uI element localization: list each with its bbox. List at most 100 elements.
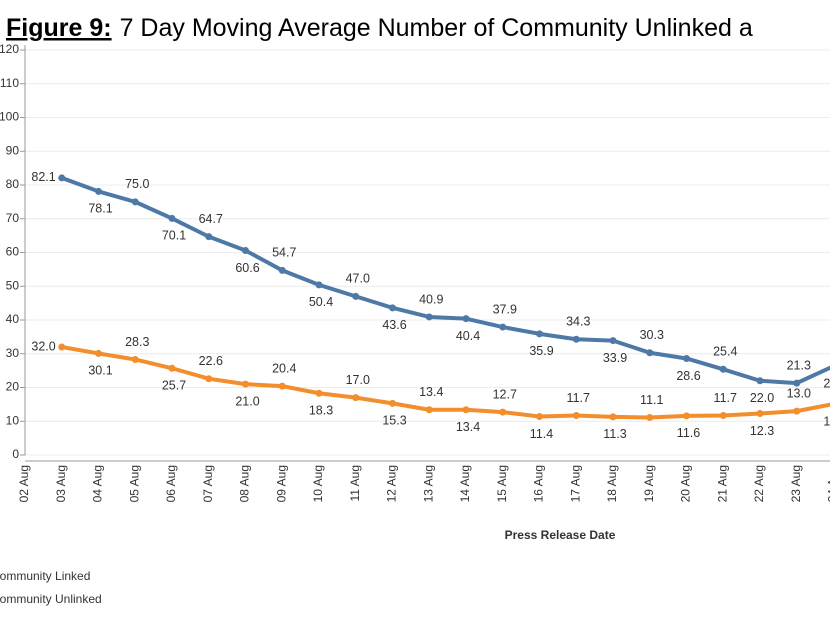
data-label: 32.0	[31, 339, 55, 353]
title-text: 7 Day Moving Average Number of Community…	[120, 14, 753, 42]
data-point	[572, 412, 580, 420]
series-line	[61, 176, 830, 386]
data-label: 11.7	[567, 391, 590, 405]
x-tick-label: 04 Aug	[91, 465, 105, 502]
data-label: 12.3	[750, 424, 774, 438]
data-label: 25.4	[713, 345, 737, 359]
data-label: 43.6	[382, 318, 406, 332]
data-point	[462, 315, 470, 323]
data-label: 11.6	[677, 426, 700, 440]
y-tick-label: 120	[0, 42, 19, 56]
legend-label: Community Unlinked	[0, 592, 102, 606]
x-tick-label: 13 Aug	[421, 465, 435, 502]
y-tick-label: 60	[6, 245, 20, 259]
data-point	[278, 382, 286, 390]
data-label: 25.7	[162, 379, 186, 393]
data-point	[462, 406, 470, 414]
data-label: 13.4	[419, 385, 443, 399]
data-label: 64.7	[199, 212, 223, 226]
data-point	[499, 408, 507, 416]
data-label: 22.6	[199, 354, 223, 368]
y-tick-label: 10	[6, 413, 20, 427]
y-tick-label: 30	[6, 346, 20, 360]
y-tick-label: 0	[12, 447, 19, 461]
data-point	[425, 313, 433, 321]
title-prefix: Figure 9:	[6, 14, 112, 42]
x-tick-label: 22 Aug	[752, 465, 766, 502]
data-label: 11.4	[530, 427, 553, 441]
data-label: 40.9	[419, 292, 443, 306]
data-point	[168, 214, 176, 222]
data-point	[793, 379, 801, 387]
data-label: 37.9	[493, 302, 517, 316]
x-axis-title: Press Release Date	[505, 528, 616, 542]
x-tick-label: 05 Aug	[127, 465, 141, 502]
data-point	[536, 413, 543, 421]
data-label: 21.0	[235, 394, 259, 408]
x-tick-label: 17 Aug	[568, 465, 582, 502]
data-label: 82.1	[31, 170, 55, 184]
y-tick-label: 70	[6, 211, 20, 225]
data-label: 28.6	[676, 369, 700, 383]
data-label: 17.0	[346, 373, 370, 387]
data-label: 30.3	[640, 328, 664, 342]
data-label: 21.3	[787, 358, 811, 372]
data-label: 13.4	[456, 420, 480, 434]
x-tick-label: 07 Aug	[201, 465, 215, 502]
data-point	[389, 399, 396, 407]
x-tick-label: 09 Aug	[274, 465, 288, 502]
data-point	[646, 349, 654, 357]
data-label: 40.4	[456, 329, 480, 343]
data-point	[168, 364, 176, 372]
x-tick-label: 18 Aug	[605, 465, 619, 502]
data-point	[278, 266, 286, 274]
data-point	[242, 246, 249, 254]
x-tick-label: 19 Aug	[642, 465, 656, 502]
data-label: 34.3	[566, 315, 590, 329]
data-point	[205, 375, 213, 383]
data-point	[425, 406, 433, 414]
x-tick-label: 12 Aug	[385, 465, 399, 502]
y-tick-label: 90	[6, 143, 20, 157]
data-point	[315, 281, 323, 289]
data-label: 11.7	[714, 391, 737, 405]
x-tick-label: 02 Aug	[17, 465, 31, 502]
data-point	[205, 233, 213, 241]
x-tick-label: 14 Aug	[458, 465, 472, 502]
data-point	[609, 413, 617, 421]
data-point	[719, 365, 727, 373]
y-tick-label: 110	[0, 76, 19, 90]
data-point	[58, 343, 66, 351]
data-label: 35.9	[529, 344, 553, 358]
data-point	[756, 409, 764, 417]
chart-title: Figure 9: 7 Day Moving Average Number of …	[6, 14, 753, 42]
x-tick-label: 03 Aug	[54, 465, 68, 502]
data-label: 78.1	[88, 202, 112, 216]
y-tick-label: 40	[6, 312, 20, 326]
data-point	[95, 187, 102, 195]
plot-area: 0 10 20 30 40 50 60 70 80 90 100 110 120 02 Aug 03 Aug…	[0, 42, 830, 606]
data-label: 30.1	[88, 364, 112, 378]
y-tick-label: 20	[6, 380, 20, 394]
data-label: 22.0	[750, 391, 774, 405]
data-label: 70.1	[162, 229, 186, 243]
x-tick-label: 24 Aug	[826, 465, 830, 502]
data-label: 47.0	[346, 272, 370, 286]
data-label: 11.3	[603, 427, 626, 441]
y-tick-label: 100	[0, 110, 19, 124]
data-point	[609, 337, 617, 345]
data-label: 60.6	[235, 261, 259, 275]
data-point	[572, 335, 580, 343]
x-tick-label: 20 Aug	[679, 465, 693, 502]
data-point	[536, 330, 543, 338]
data-point	[352, 394, 360, 402]
data-label: 26.3	[823, 377, 830, 391]
x-tick-label: 06 Aug	[164, 465, 178, 502]
data-label: 28.3	[125, 335, 149, 349]
data-point	[646, 414, 654, 422]
data-label: 13.0	[787, 386, 811, 400]
x-tick-label: 21 Aug	[715, 465, 729, 502]
data-point	[719, 412, 727, 420]
data-point	[58, 174, 66, 182]
x-tick-label: 16 Aug	[532, 465, 546, 502]
